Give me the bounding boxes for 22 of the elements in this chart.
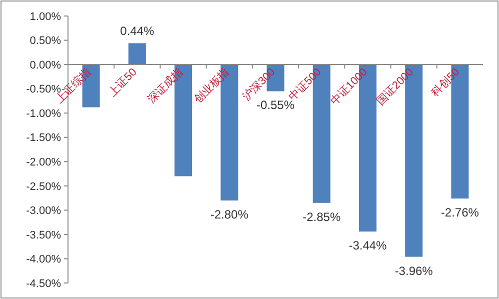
data-label: -0.55% (256, 98, 295, 112)
data-label: -2.80% (210, 207, 249, 222)
y-tick-label: -4.50% (26, 278, 62, 290)
y-tick-label: -4.00% (26, 254, 62, 266)
x-tick-label: 创业板指 (191, 65, 232, 106)
y-tick-label: -3.00% (26, 205, 62, 218)
data-label: -3.96% (394, 264, 434, 278)
data-label: -2.76% (440, 206, 480, 220)
data-label: 0.44% (120, 24, 155, 38)
y-tick-label: -2.00% (26, 156, 62, 168)
x-tick-label: 科创50 (429, 66, 462, 99)
data-label: -3.44% (348, 238, 388, 253)
y-tick-label: 0.50% (30, 35, 62, 48)
y-tick-label: 0.00% (30, 59, 62, 72)
y-tick-label: 1.00% (30, 10, 62, 23)
y-tick-label: -1.50% (26, 132, 62, 144)
y-tick-label: -2.50% (26, 180, 62, 193)
data-label: -2.85% (302, 210, 341, 224)
x-tick-label: 深证成指 (145, 65, 186, 106)
x-tick-label: 上证50 (106, 65, 140, 99)
y-tick-label: -3.50% (26, 229, 62, 242)
y-tick-label: -1.00% (26, 108, 62, 120)
